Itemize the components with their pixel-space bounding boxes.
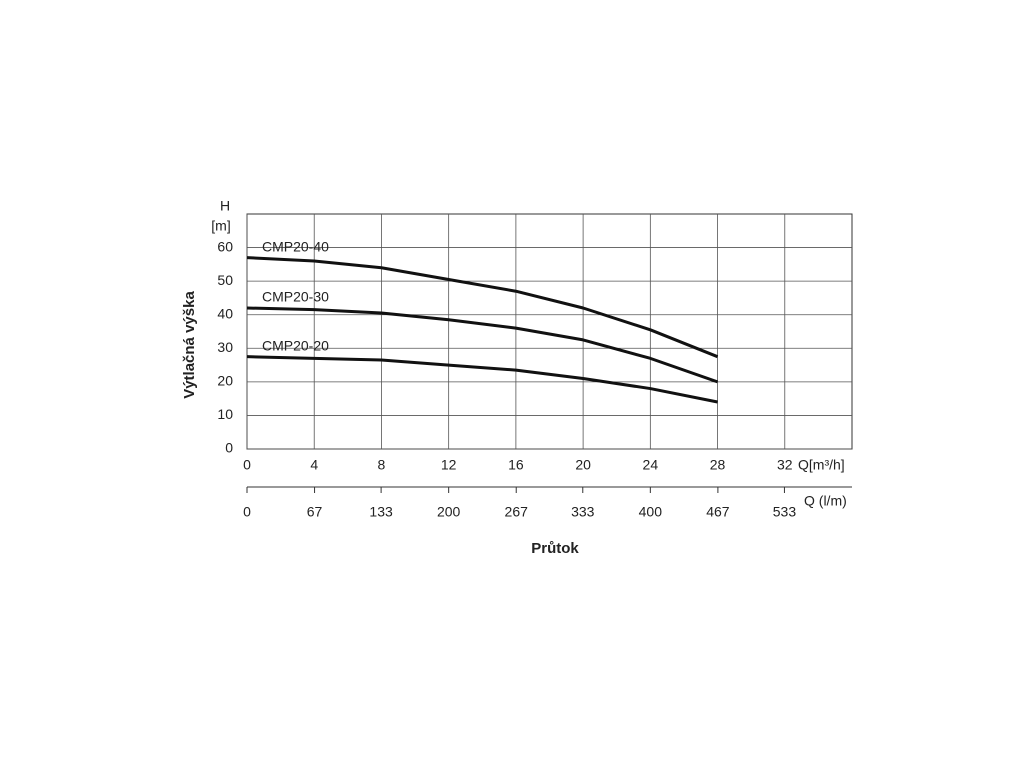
y-tick-label: 40: [217, 305, 233, 321]
plot-frame: [246, 213, 853, 450]
y-tick-label: 30: [217, 339, 233, 355]
y-tick-label: 20: [217, 373, 233, 389]
y-axis-title: Výtlačná výška: [181, 291, 198, 399]
x-tick-label: 24: [643, 457, 659, 473]
x2-axis-label: Q (l/m): [804, 493, 847, 509]
y-unit-symbol: H: [220, 198, 230, 214]
y-tick-label: 10: [217, 406, 233, 422]
series-label: CMP20-30: [262, 289, 329, 305]
x2-tick-label: 400: [639, 504, 663, 520]
x-tick-label: 16: [508, 457, 524, 473]
series-line: [246, 256, 719, 359]
x-tick-label: 0: [243, 457, 251, 473]
x-tick-label: 8: [378, 457, 386, 473]
x2-tick-label: 200: [437, 504, 461, 520]
x2-tick-label: 533: [773, 504, 797, 520]
y-tick-label: 60: [217, 238, 233, 254]
x-tick-label: 12: [441, 457, 457, 473]
x2-tick-label: 333: [571, 504, 595, 520]
series-label: CMP20-20: [262, 337, 329, 353]
x-tick-label: 32: [777, 457, 793, 473]
series-label: CMP20-40: [262, 238, 329, 254]
x2-tick-label: 267: [505, 504, 529, 520]
x-tick-label: 28: [710, 457, 726, 473]
x-axis-title: Průtok: [531, 540, 579, 557]
x2-tick-label: 67: [307, 504, 323, 520]
y-tick-label: 0: [225, 440, 233, 456]
y-tick-label: 50: [217, 272, 233, 288]
x-tick-label: 20: [575, 457, 591, 473]
x-axis-label: Q[m³/h]: [798, 457, 845, 473]
x-tick-label: 4: [310, 457, 318, 473]
x2-tick-label: 133: [369, 504, 393, 520]
series-line: [246, 306, 719, 384]
x2-tick-label: 467: [706, 504, 730, 520]
series-line: [246, 355, 718, 404]
x2-tick-label: 0: [243, 504, 251, 520]
y-unit: [m]: [211, 218, 230, 234]
